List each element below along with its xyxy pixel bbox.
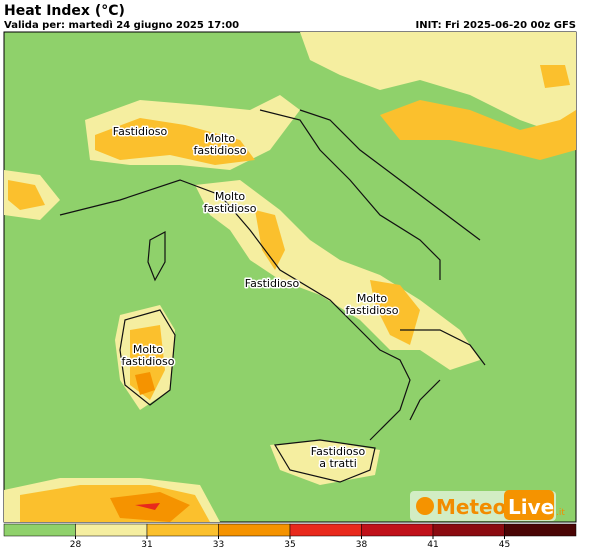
logo-brand: Live (508, 495, 554, 519)
logo-suffix: .it (556, 508, 565, 518)
colorbar-tick-label: 45 (499, 540, 510, 550)
colorbar-tick-label: 35 (284, 540, 295, 550)
colorbar-segment (289, 523, 362, 537)
colorbar-tick-label: 41 (427, 540, 438, 550)
colorbar-tick-label: 38 (356, 540, 368, 550)
logo: Meteo Live .it (410, 490, 565, 521)
map-label: Molto fastidioso (194, 132, 247, 157)
map-label: Molto fastidioso (204, 190, 257, 215)
title: Heat Index (°C) (4, 3, 125, 19)
labels: Fastidioso Molto fastidioso Molto fastidioso… (111, 124, 400, 472)
colorbar-segment (504, 523, 577, 537)
map (3, 31, 577, 523)
colorbar-tick-label: 31 (141, 540, 152, 550)
colorbar-segment (361, 523, 434, 537)
colorbar-tick-label: 33 (213, 540, 224, 550)
map-label: Fastidioso a tratti (311, 445, 366, 470)
map-label: Molto fastidioso (122, 343, 175, 368)
valid-time: Valida per: martedì 24 giugno 2025 17:00 (4, 19, 239, 31)
colorbar-segment (218, 523, 291, 537)
map-label: Molto fastidioso (346, 292, 399, 317)
colorbar-segment (75, 523, 148, 537)
colorbar-segment (3, 523, 76, 537)
colorbar-segment (432, 523, 505, 537)
colorbar-tick-label: 28 (70, 540, 82, 550)
colorbar-segment (146, 523, 219, 537)
map-label: Fastidioso (113, 125, 168, 138)
map-label: Fastidioso (245, 277, 300, 290)
init-time: INIT: Fri 2025-06-20 00z GFS (415, 20, 576, 31)
logo-brand: Meteo (436, 495, 506, 519)
colorbar: 28 31 33 35 38 41 45 (3, 523, 577, 550)
